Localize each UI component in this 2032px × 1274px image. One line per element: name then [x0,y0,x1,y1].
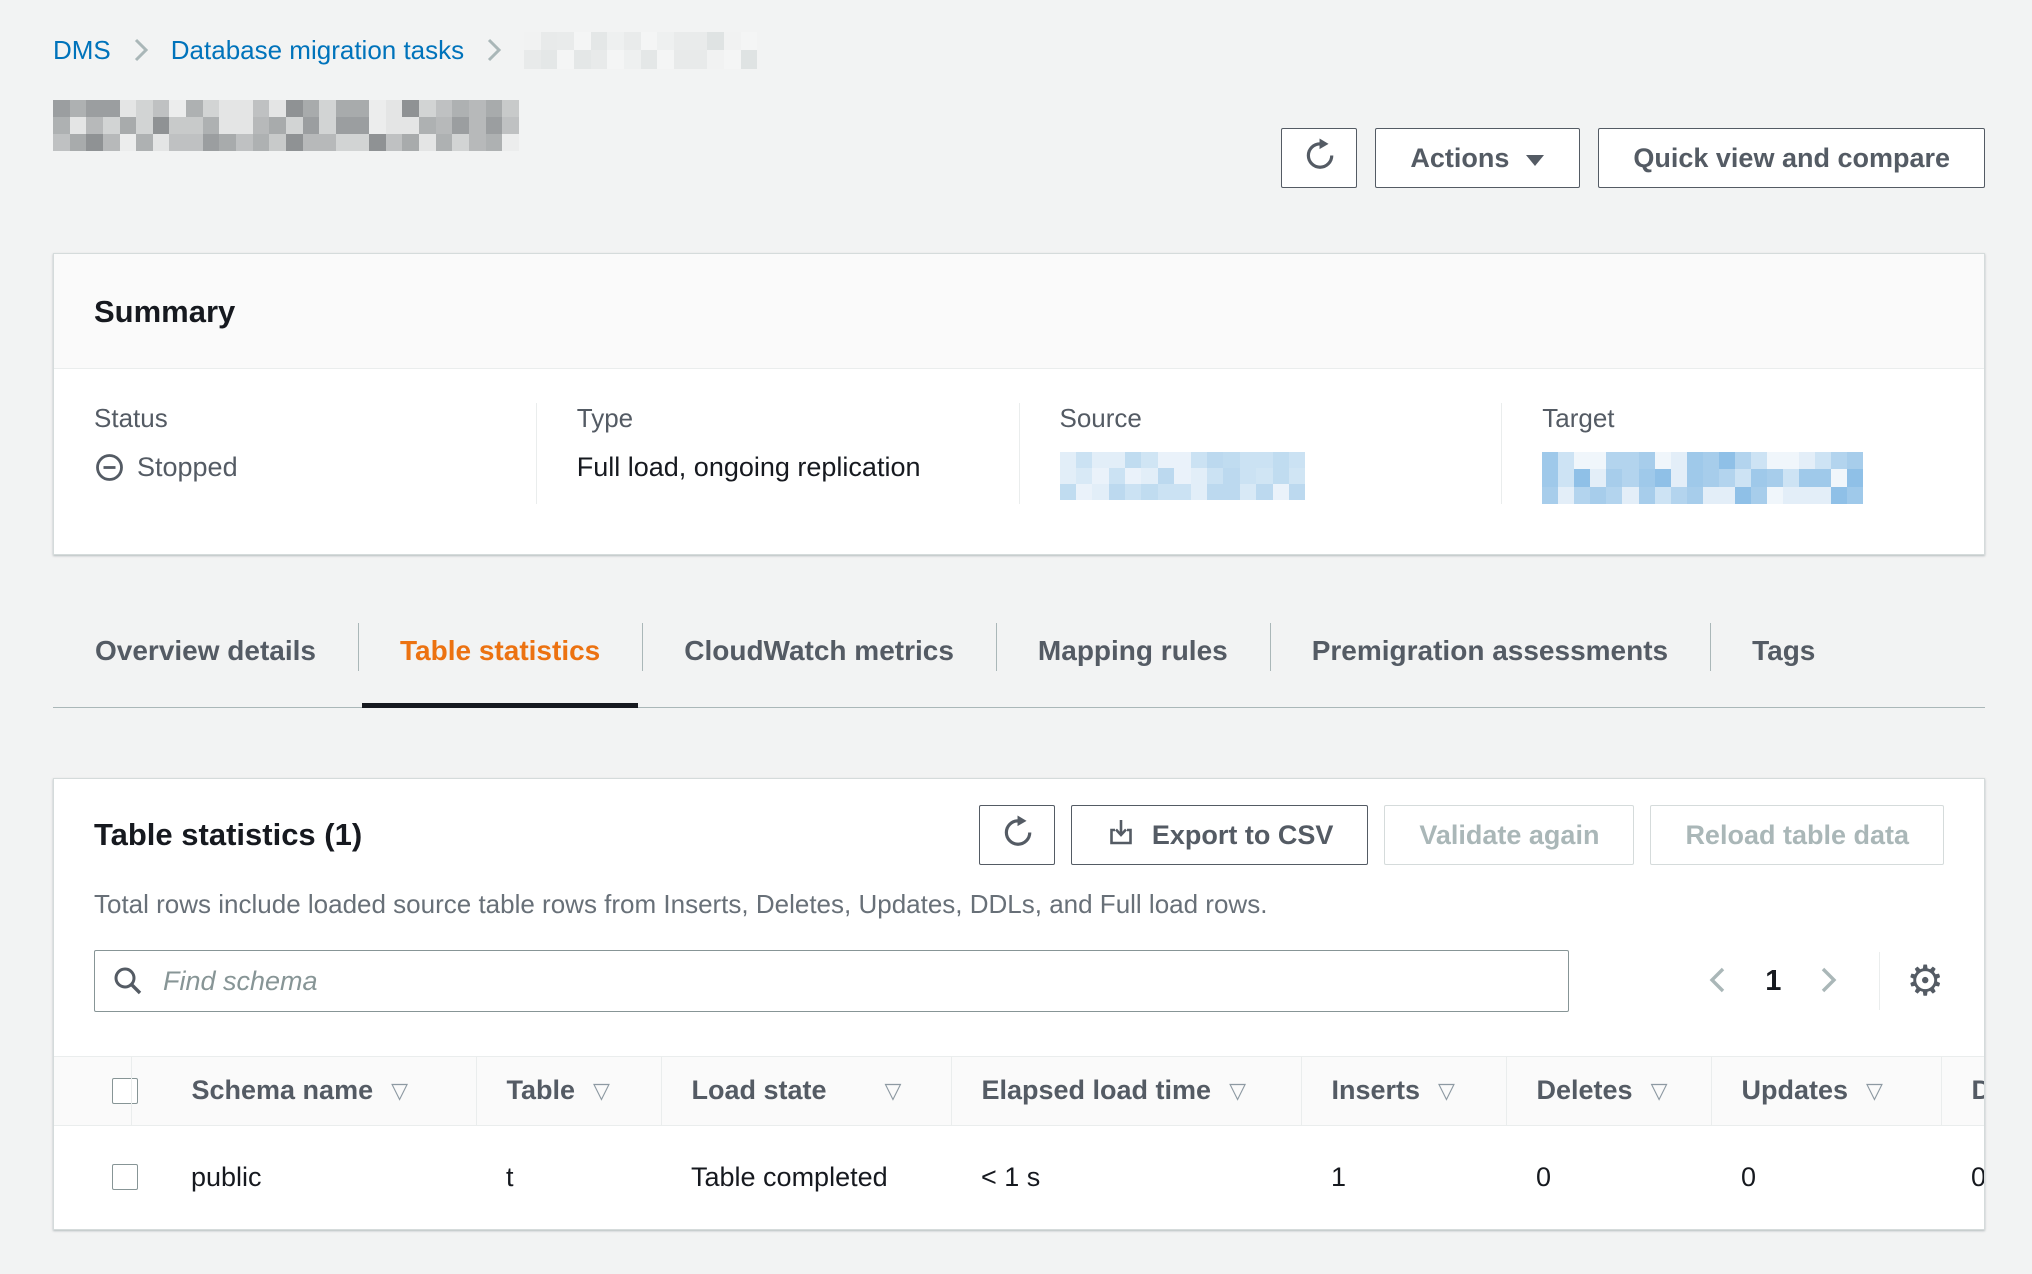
row-checkbox[interactable] [112,1164,138,1191]
tab-premigration-assessments[interactable]: Premigration assessments [1269,619,1710,707]
header-actions: Actions Quick view and compare [1281,128,1985,188]
export-to-csv-label: Export to CSV [1151,819,1334,850]
chevron-right-icon [486,36,502,64]
source-endpoint-redacted-link[interactable] [1059,452,1306,500]
tab-cloudwatch-metrics[interactable]: CloudWatch metrics [642,619,996,707]
cell-table: t [506,1161,514,1192]
target-endpoint-redacted-link[interactable] [1542,452,1864,504]
table-statistics-actions: Export to CSV Validate again Reload tabl… [978,805,1944,865]
reload-table-data-label: Reload table data [1685,819,1909,850]
table-row: public t Table completed < 1 s 1 0 0 0 [54,1125,1985,1229]
reload-table-data-button[interactable]: Reload table data [1650,805,1944,865]
table-statistics-description: Total rows include loaded source table r… [94,889,1268,919]
table-statistics-title: Table statistics (1) [94,817,363,852]
refresh-icon [1302,138,1336,179]
type-label: Type [576,403,634,433]
column-header-updates[interactable]: Updates ▽ [1710,1057,1941,1125]
summary-field-target: Target [1501,403,1984,504]
chevron-right-icon [133,36,149,64]
column-header-deletes[interactable]: Deletes ▽ [1505,1057,1711,1125]
cell-deletes: 0 [1536,1161,1552,1192]
previous-page-button[interactable] [1697,964,1737,999]
breadcrumb: DMS Database migration tasks [53,30,1985,70]
column-header-elapsed-load-time[interactable]: Elapsed load time ▽ [950,1057,1301,1125]
status-value: Stopped [137,452,238,482]
column-header-clipped[interactable]: D [1940,1057,1984,1125]
type-value: Full load, ongoing replication [576,452,921,482]
cell-clipped: 0 [1971,1161,1985,1192]
validate-again-label: Validate again [1419,819,1600,850]
quick-view-compare-button[interactable]: Quick view and compare [1598,128,1985,188]
preferences-gear-icon[interactable]: ⚙ [1906,957,1944,1004]
chevron-right-icon [1819,964,1839,999]
sort-icon[interactable]: ▽ [1438,1078,1455,1104]
find-schema-input[interactable] [94,950,1569,1012]
breadcrumb-link-tasks[interactable]: Database migration tasks [170,34,465,65]
task-detail-tabs: Overview details Table statistics CloudW… [53,619,1985,708]
cell-schema-name: public [191,1161,262,1192]
sort-icon[interactable]: ▽ [391,1078,409,1104]
breadcrumb-link-dms[interactable]: DMS [53,34,111,65]
cell-updates: 0 [1741,1161,1757,1192]
tab-mapping-rules[interactable]: Mapping rules [995,619,1270,707]
chevron-left-icon [1707,964,1727,999]
schema-search [94,950,1569,1012]
summary-header: Summary [54,254,1984,369]
dms-task-page: DMS Database migration tasks Actions [53,30,1985,1230]
sort-icon[interactable]: ▽ [1650,1078,1668,1104]
cell-elapsed-load-time: < 1 s [981,1161,1041,1192]
target-label: Target [1542,403,1615,433]
summary-title: Summary [94,294,236,329]
column-header-inserts[interactable]: Inserts ▽ [1300,1057,1506,1125]
column-header-table[interactable]: Table ▽ [475,1057,661,1125]
export-to-csv-button[interactable]: Export to CSV [1070,805,1369,865]
sort-icon[interactable]: ▽ [884,1078,902,1104]
summary-field-type: Type Full load, ongoing replication [535,403,1019,504]
next-page-button[interactable] [1809,964,1849,999]
sort-icon[interactable]: ▽ [1866,1078,1883,1104]
refresh-icon [1000,815,1034,856]
table-statistics-panel: Table statistics (1) [53,778,1985,1230]
current-page-number[interactable]: 1 [1765,964,1782,997]
quick-view-compare-label: Quick view and compare [1633,142,1950,173]
tab-tags[interactable]: Tags [1710,619,1857,707]
sort-icon[interactable]: ▽ [593,1078,610,1104]
validate-again-button[interactable]: Validate again [1384,805,1635,865]
tab-table-statistics[interactable]: Table statistics [358,619,642,708]
cell-inserts: 1 [1331,1161,1347,1192]
stopped-status-icon [94,452,125,483]
refresh-button[interactable] [1281,128,1358,188]
cell-load-state: Table completed [691,1161,888,1192]
download-icon [1106,817,1136,854]
column-header-schema-name[interactable]: Schema name ▽ [130,1057,476,1125]
pager-divider [1879,952,1881,1010]
summary-field-source: Source [1018,403,1502,504]
task-name-redacted [53,100,519,151]
summary-body: Status Stopped Type Full load, ongoing r… [54,369,1984,554]
actions-button[interactable]: Actions [1375,128,1581,188]
table-statistics-grid: Schema name ▽ Table ▽ Load state ▽ Elapsed … [54,1056,1984,1229]
status-label: Status [94,403,168,433]
sort-icon[interactable]: ▽ [1229,1078,1246,1104]
summary-field-status: Status Stopped [54,403,536,504]
summary-panel: Summary Status Stopped Type [53,253,1985,555]
table-refresh-button[interactable] [978,805,1055,865]
source-label: Source [1059,403,1142,433]
column-header-load-state[interactable]: Load state ▽ [660,1057,951,1125]
table-header-row: Schema name ▽ Table ▽ Load state ▽ Elapsed … [54,1057,1984,1125]
tab-overview-details[interactable]: Overview details [95,635,317,666]
breadcrumb-current-redacted [524,31,758,69]
pagination: 1 ⚙ [1697,952,1944,1010]
page-header: Actions Quick view and compare [53,100,1985,188]
actions-button-label: Actions [1410,142,1510,173]
caret-down-icon [1525,143,1545,174]
